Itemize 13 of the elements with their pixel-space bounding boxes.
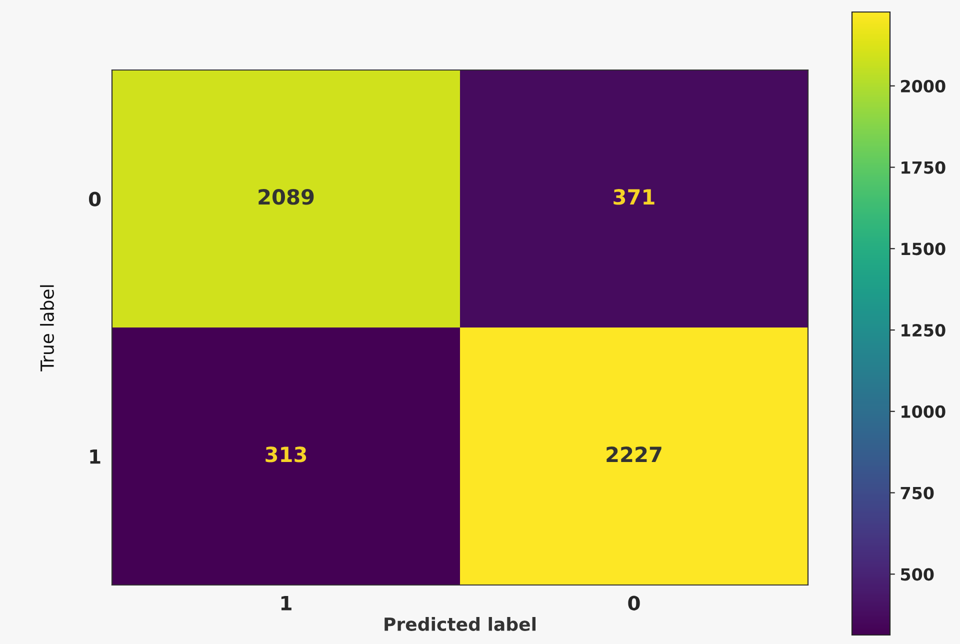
color-bar-label: 500	[901, 568, 934, 581]
color-bar-label: 1250	[902, 324, 946, 337]
data-label: 2227	[606, 446, 662, 462]
color-bar-label: 1000	[902, 405, 946, 418]
color-bar-label: 1500	[902, 242, 946, 256]
x-axis-title: Predicted label	[384, 617, 536, 631]
data-label: 313	[266, 446, 306, 462]
data-label: 371	[614, 189, 654, 205]
y-axis-title: True label	[40, 285, 54, 372]
color-bar-label: 2000	[901, 80, 946, 92]
color-bar-label: 1750	[902, 161, 946, 174]
color-bar-label: 750	[900, 486, 934, 500]
data-label: 2089	[258, 189, 314, 205]
